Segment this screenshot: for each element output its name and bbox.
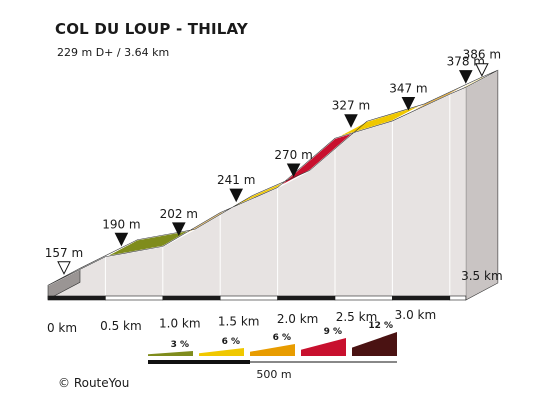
profile-end-wall: [465, 69, 499, 301]
elevation-label: 378 m: [447, 55, 485, 69]
x-tick-label: 0.5 km: [100, 319, 142, 333]
x-tick-label: 1.5 km: [218, 314, 260, 328]
legend-swatch: [352, 332, 397, 356]
chart-title: COL DU LOUP - THILAY: [55, 20, 248, 38]
elevation-label: 202 m: [160, 207, 198, 221]
base-km-segment: [219, 295, 278, 301]
km-marker: [401, 96, 416, 111]
elevation-label: 241 m: [217, 173, 255, 187]
elevation-label: 270 m: [274, 148, 312, 162]
base-km-segment: [449, 295, 467, 301]
x-tick-label: 2.5 km: [336, 310, 378, 324]
base-km-segment: [105, 295, 164, 301]
legend-swatch: [148, 351, 193, 356]
endpoint-marker: [475, 63, 489, 77]
elevation-label: 327 m: [332, 99, 370, 113]
endpoint-marker: [57, 261, 71, 275]
legend-swatch: [199, 348, 244, 356]
ribbon-outline: [47, 69, 499, 286]
x-tick-label: 3.5 km: [461, 269, 503, 283]
elevation-label: 157 m: [45, 246, 83, 260]
elevation-label: 386 m: [463, 48, 501, 62]
legend-swatch: [250, 344, 295, 356]
chart-subtitle: 229 m D+ / 3.64 km: [57, 46, 170, 59]
profile-front-face: [48, 87, 466, 301]
x-tick-label: 2.0 km: [277, 312, 319, 326]
legend-label: 6 %: [222, 337, 240, 347]
x-tick-label: 1.0 km: [159, 317, 201, 331]
elevation-label: 347 m: [389, 81, 427, 95]
legend-label: 9 %: [324, 327, 342, 337]
legend-label: 6 %: [273, 333, 291, 343]
km-marker: [458, 70, 473, 84]
legend-label: 12 %: [368, 321, 393, 331]
base-km-segment: [277, 295, 336, 301]
base-km-segment: [334, 295, 393, 301]
legend-scale-bar: [148, 360, 250, 364]
x-tick-label: 3.0 km: [395, 308, 437, 322]
km-marker: [171, 222, 186, 236]
km-marker: [344, 114, 358, 128]
base-km-segment: [392, 295, 451, 301]
elevation-label: 190 m: [102, 217, 140, 231]
base-km-segment: [162, 295, 221, 301]
legend-label: 3 %: [171, 340, 189, 350]
legend-scale-label: 500 m: [256, 368, 291, 381]
km-marker: [286, 163, 301, 178]
km-marker: [229, 188, 244, 203]
routeyou-credit: © RouteYou: [58, 376, 130, 390]
base-km-segment: [47, 295, 106, 301]
legend-swatch: [301, 338, 346, 356]
x-tick-label: 0 km: [47, 321, 77, 335]
km-marker: [114, 232, 129, 247]
